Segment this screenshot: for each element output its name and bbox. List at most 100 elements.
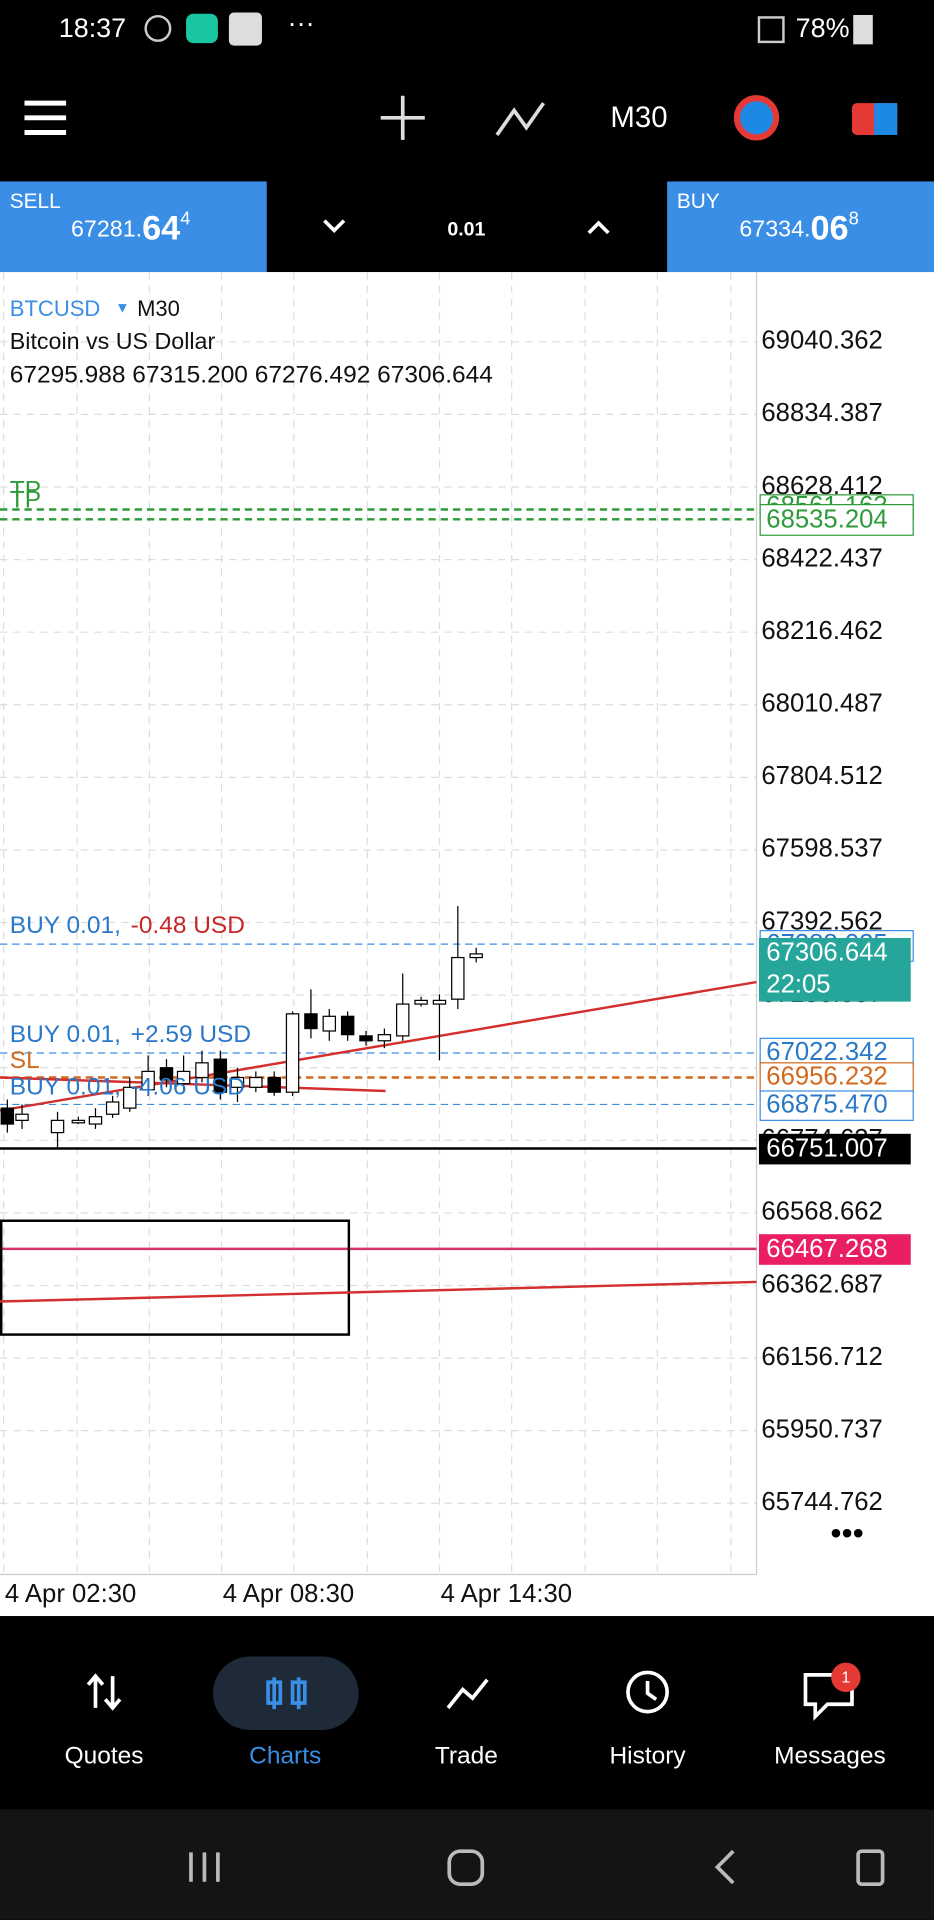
price-label: 65950.737 xyxy=(761,1415,882,1443)
candles xyxy=(0,906,483,1149)
signal-icon xyxy=(757,16,785,44)
order-text: BUY 0.01, xyxy=(10,912,121,939)
order-text: BUY 0.01, xyxy=(10,1074,121,1101)
candle-body xyxy=(414,999,428,1005)
tp-label: TP xyxy=(10,486,41,513)
volume-up[interactable] xyxy=(587,220,610,235)
battery-level: 78% xyxy=(796,13,850,43)
candle-body xyxy=(451,956,465,1000)
candle-body xyxy=(359,1035,373,1042)
tag: 66875.470 xyxy=(766,1090,887,1118)
candle-body xyxy=(0,1107,15,1125)
tag-box xyxy=(759,504,914,536)
candle-body xyxy=(71,1119,86,1124)
tab-label[interactable]: Trade xyxy=(435,1742,498,1769)
bid-tag: 67306.644 xyxy=(766,939,887,967)
tabs: Quotes Charts Trade History Messages xyxy=(65,1742,886,1769)
description: Bitcoin vs US Dollar xyxy=(10,328,216,354)
price-label: 67598.537 xyxy=(761,835,882,863)
indicators-button[interactable] xyxy=(495,102,546,136)
symbol: BTCUSD xyxy=(10,296,101,321)
price-big: 06 xyxy=(810,209,848,247)
buy-label: BUY xyxy=(677,190,720,213)
time-label: 4 Apr 08:30 xyxy=(223,1580,354,1608)
tag: 66956.232 xyxy=(766,1062,887,1090)
candle-body xyxy=(213,1058,228,1093)
price-label: 68216.462 xyxy=(761,617,882,645)
buy-button[interactable] xyxy=(667,181,934,273)
bottom-nav xyxy=(0,1616,934,1810)
time-axis: 4 Apr 02:30 4 Apr 08:30 4 Apr 14:30 xyxy=(5,1580,572,1608)
candle-body xyxy=(123,1086,137,1109)
countdown: 22:05 xyxy=(766,970,830,998)
price-label: 68422.437 xyxy=(761,544,882,572)
battery-icon xyxy=(853,14,873,45)
price-label: 69040.362 xyxy=(761,327,882,355)
sl-label: SL xyxy=(10,1047,40,1074)
candle-body xyxy=(195,1062,209,1079)
status-more: ··· xyxy=(288,8,315,38)
price-sup: 8 xyxy=(849,207,859,228)
objects-button[interactable] xyxy=(733,95,780,141)
candle-body xyxy=(285,1013,300,1093)
grid xyxy=(0,272,757,1575)
crosshair-button[interactable] xyxy=(380,95,425,140)
price-main: 67281. xyxy=(71,216,142,242)
candle-body xyxy=(141,1070,155,1091)
ohlc: 67295.988 67315.200 67276.492 67306.644 xyxy=(10,362,493,389)
candle-body xyxy=(267,1076,281,1093)
tab-label[interactable]: Messages xyxy=(774,1742,886,1769)
sell-button[interactable] xyxy=(0,181,267,273)
volume-down[interactable] xyxy=(323,219,346,234)
tag: 67022.342 xyxy=(766,1038,887,1066)
candle-body xyxy=(322,1015,337,1032)
candle-body xyxy=(176,1070,191,1085)
sell-label: SELL xyxy=(10,190,61,213)
tag-box xyxy=(758,1133,911,1165)
order-text: BUY 0.01, xyxy=(10,1021,121,1048)
order-profit: -4.06 USD xyxy=(131,1074,245,1101)
status-icon xyxy=(186,13,218,44)
tag: 66467.268 xyxy=(766,1235,887,1263)
more-button[interactable]: ••• xyxy=(830,1515,863,1551)
tag-box xyxy=(759,1062,914,1093)
system-buttons[interactable] xyxy=(189,1849,885,1887)
tag: 66751.007 xyxy=(766,1135,887,1163)
active-pill xyxy=(212,1656,359,1730)
tab-label[interactable]: Quotes xyxy=(65,1742,144,1769)
candle-body xyxy=(432,999,447,1005)
candle-body xyxy=(340,1015,355,1036)
time-label: 4 Apr 02:30 xyxy=(5,1580,136,1608)
timeframe-button[interactable]: M30 xyxy=(610,101,667,134)
tp-label: TP xyxy=(10,477,41,504)
candle-body xyxy=(15,1113,29,1121)
price-main: 67334. xyxy=(739,216,810,242)
price-label: 66568.662 xyxy=(761,1198,882,1226)
order-label: BUY 0.01, -4.06 USD xyxy=(10,1074,245,1101)
status-time: 18:37 xyxy=(59,13,126,43)
order-profit: +2.59 USD xyxy=(131,1021,251,1048)
buy-price: 67334.068 xyxy=(739,207,858,247)
candle-body xyxy=(50,1119,65,1134)
candle-body xyxy=(469,953,483,959)
candle-body xyxy=(377,1034,392,1042)
symbol-arrow[interactable]: ▼ xyxy=(115,301,130,317)
candle-body xyxy=(105,1101,120,1115)
price-sup: 4 xyxy=(180,207,190,228)
price-label: 68010.487 xyxy=(761,690,882,718)
trend-line xyxy=(0,1280,757,1303)
price-big: 64 xyxy=(142,209,180,247)
tag: 68535.204 xyxy=(766,505,887,533)
system-nav xyxy=(0,1809,934,1920)
menu-button[interactable] xyxy=(24,100,67,135)
candle-body xyxy=(88,1116,103,1125)
candle-body xyxy=(230,1076,245,1088)
tab-label[interactable]: Charts xyxy=(249,1742,321,1769)
candle-body xyxy=(159,1067,174,1081)
trend-line xyxy=(0,1076,386,1093)
candle-body xyxy=(304,1013,318,1030)
sell-price: 67281.644 xyxy=(71,207,190,247)
candle-body xyxy=(249,1076,263,1088)
tab-label[interactable]: History xyxy=(609,1742,686,1769)
order-label: BUY 0.01, -0.48 USD xyxy=(10,912,245,939)
